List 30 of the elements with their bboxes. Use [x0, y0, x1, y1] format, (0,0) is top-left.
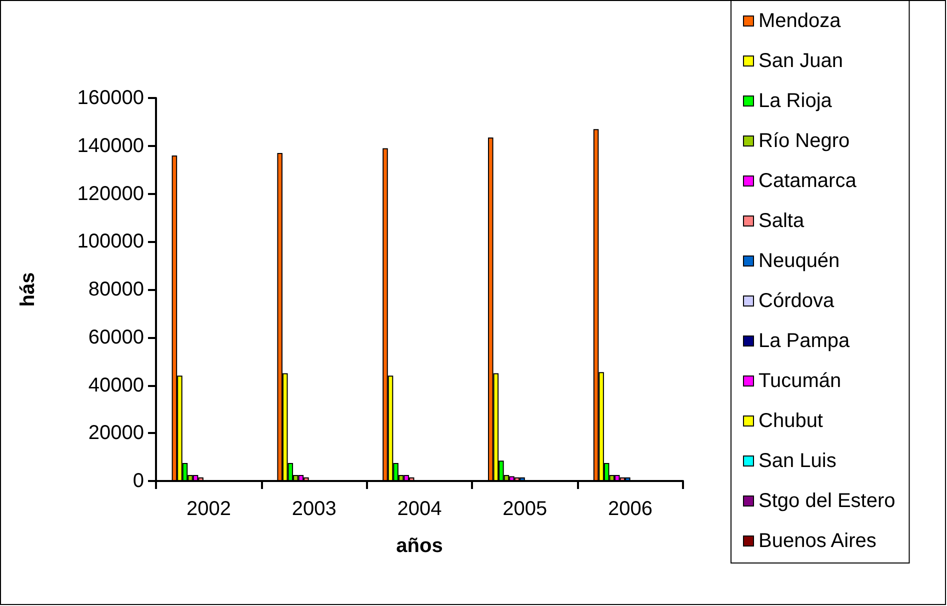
- legend-label: Buenos Aires: [758, 530, 876, 552]
- legend-label: La Pampa: [758, 330, 851, 352]
- legend-label: San Juan: [758, 50, 844, 72]
- legend-label: Stgo del Estero: [758, 490, 896, 512]
- x-tick-label: 2004: [397, 498, 442, 520]
- legend-label: Río Negro: [758, 130, 850, 152]
- x-tick-label: 2003: [292, 498, 336, 520]
- x-axis-title: años: [396, 535, 443, 557]
- y-tick-label: 80000: [88, 278, 144, 300]
- y-tick-label: 160000: [77, 87, 144, 109]
- x-tick-label: 2005: [502, 498, 548, 520]
- x-tick-label: 2002: [186, 498, 231, 520]
- legend-label: La Rioja: [758, 90, 833, 112]
- legend-label: Chubut: [758, 410, 824, 432]
- legend-label: San Luis: [758, 450, 836, 472]
- y-tick-label: 100000: [77, 230, 144, 253]
- legend-label: Catamarca: [758, 170, 858, 192]
- legend-label: Córdova: [758, 290, 835, 312]
- legend-label: Salta: [758, 210, 805, 232]
- y-tick-label: 120000: [77, 182, 144, 205]
- y-axis-title: hás: [17, 272, 39, 307]
- x-tick-label: 2006: [608, 498, 653, 520]
- y-tick-label: 140000: [77, 134, 144, 157]
- legend-label: Tucumán: [758, 370, 842, 392]
- y-tick-label: 0: [132, 470, 144, 492]
- y-tick-label: 60000: [88, 326, 144, 348]
- y-tick-label: 20000: [88, 422, 144, 444]
- legend-label: Mendoza: [758, 10, 842, 32]
- y-tick-label: 40000: [88, 374, 144, 396]
- legend-label: Neuquén: [758, 250, 840, 272]
